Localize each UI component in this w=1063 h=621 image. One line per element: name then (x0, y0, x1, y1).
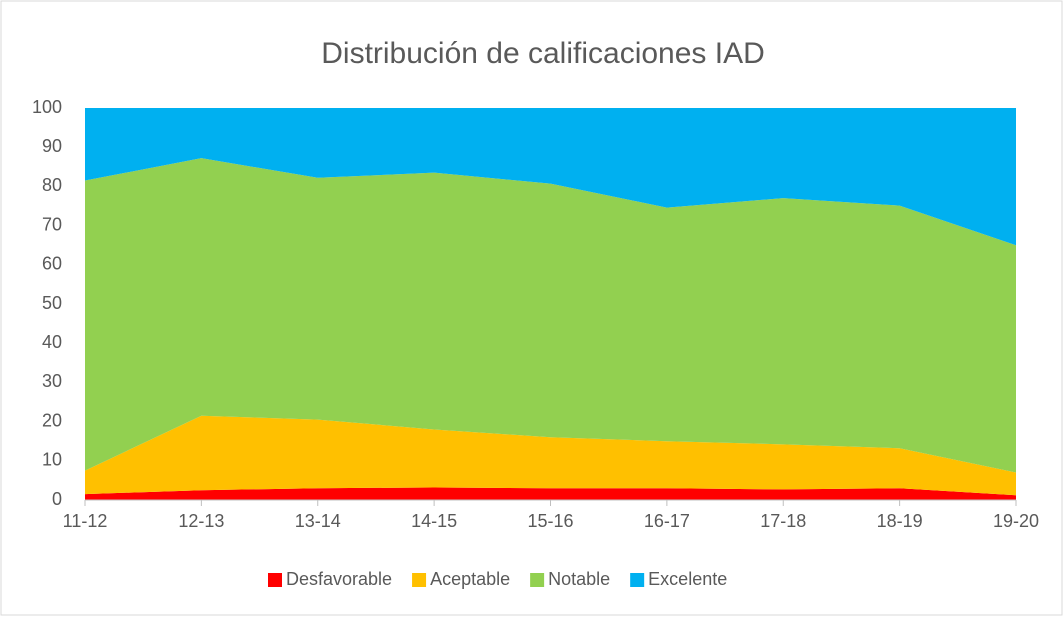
y-tick-label: 40 (42, 332, 62, 352)
x-tick-label: 11-12 (63, 511, 108, 531)
legend-label: Excelente (648, 569, 727, 589)
area (85, 487, 1016, 500)
y-tick-label: 60 (42, 254, 62, 274)
legend-swatch (412, 573, 427, 587)
chart-title: Distribución de calificaciones IAD (321, 37, 765, 70)
legend-label: Aceptable (430, 569, 510, 589)
y-tick-label: 70 (42, 214, 62, 234)
area (85, 108, 1016, 246)
legend-label: Desfavorable (286, 569, 392, 589)
x-tick-label: 12-13 (178, 511, 224, 531)
x-tick-label: 13-14 (295, 511, 341, 531)
legend-swatch (630, 573, 645, 587)
y-tick-label: 100 (32, 97, 62, 117)
y-tick-label: 0 (52, 489, 62, 509)
area (85, 158, 1016, 473)
y-tick-label: 90 (42, 136, 62, 156)
y-tick-label: 10 (42, 450, 62, 470)
y-tick-label: 50 (42, 293, 62, 313)
x-tick-label: 15-16 (527, 511, 573, 531)
x-tick-label: 19-20 (993, 511, 1039, 531)
area (85, 415, 1016, 496)
legend-label: Notable (548, 569, 610, 589)
x-tick-label: 17-18 (760, 511, 806, 531)
x-tick-label: 16-17 (644, 511, 690, 531)
legend-swatch (530, 573, 545, 587)
y-tick-label: 30 (42, 371, 62, 391)
x-tick-label: 18-19 (877, 511, 923, 531)
x-tick-label: 14-15 (411, 511, 457, 531)
legend-swatch (268, 573, 282, 587)
y-tick-label: 80 (42, 175, 62, 195)
y-tick-label: 20 (42, 410, 62, 430)
